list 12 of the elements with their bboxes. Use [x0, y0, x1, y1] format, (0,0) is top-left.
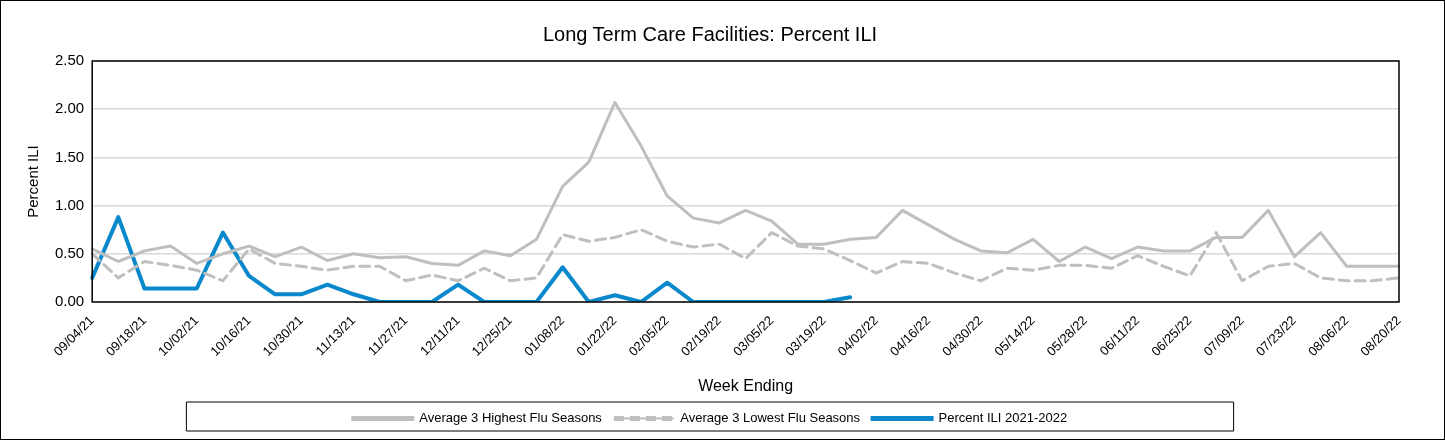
y-tick-label: 1.50 — [54, 147, 85, 165]
legend-label: Average 3 Highest Flu Seasons — [419, 410, 603, 426]
legend-label: Average 3 Lowest Flu Seasons — [680, 410, 861, 426]
chart-title: Long Term Care Facilities: Percent ILI — [542, 22, 878, 45]
y-tick-label: 0.00 — [54, 292, 85, 310]
y-tick-label: 0.50 — [54, 243, 85, 261]
y-tick-label: 2.50 — [54, 51, 85, 69]
y-tick-label: 2.00 — [54, 99, 85, 117]
legend-label: Percent ILI 2021-2022 — [938, 410, 1068, 426]
y-axis-title: Percent ILI — [24, 145, 42, 218]
y-tick-label: 1.00 — [54, 195, 85, 213]
x-axis-title: Week Ending — [698, 376, 794, 394]
